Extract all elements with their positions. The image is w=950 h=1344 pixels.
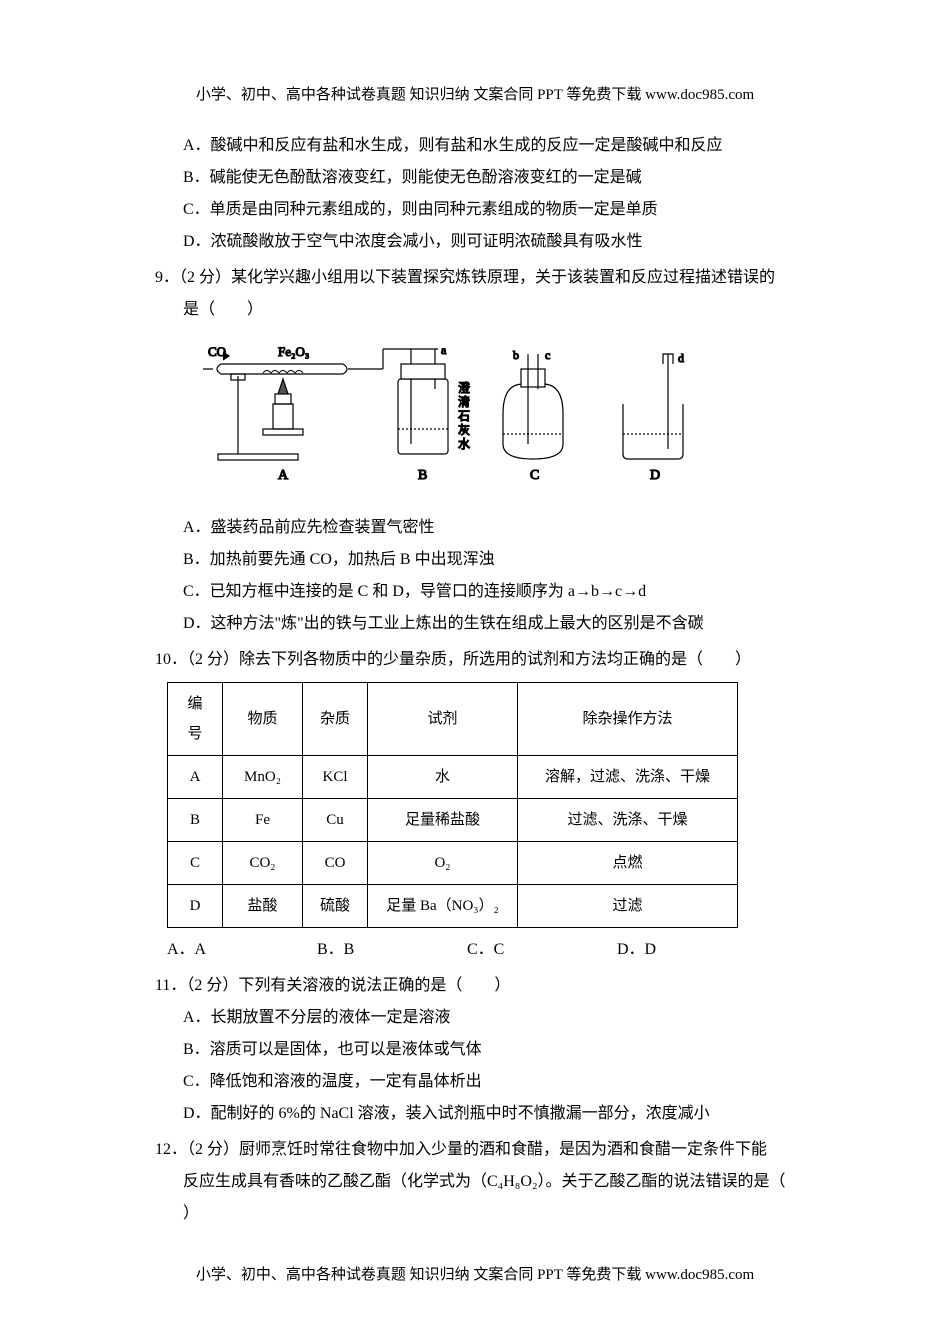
q10-choice-b: B．B	[317, 934, 467, 966]
label-b-port: b	[513, 348, 519, 362]
col-id: 编号	[168, 683, 223, 756]
col-reagent: 试剂	[368, 683, 518, 756]
q9-option-c: C．已知方框中连接的是 C 和 D，导管口的连接顺序为 a→b→c→d	[155, 576, 795, 608]
q9-option-d: D．这种方法"炼"出的铁与工业上炼出的生铁在组成上最大的区别是不含碳	[155, 608, 795, 640]
q12-stem-line1: 12．（2 分）厨师烹饪时常往食物中加入少量的酒和食醋，是因为酒和食醋一定条件下…	[155, 1134, 795, 1166]
q12: 12．（2 分）厨师烹饪时常往食物中加入少量的酒和食醋，是因为酒和食醋一定条件下…	[155, 1134, 795, 1230]
q11-option-c: C．降低饱和溶液的温度，一定有晶体析出	[155, 1066, 795, 1098]
label-B: B	[418, 468, 427, 483]
q12-stem-line3: ）	[155, 1198, 795, 1230]
q10-choice-a: A．A	[167, 934, 317, 966]
q12-stem-line2: 反应生成具有香味的乙酸乙酯（化学式为（C₄H₈O₂）。关于乙酸乙酯的说法错误的是…	[155, 1166, 795, 1198]
q10-stem: 10．（2 分）除去下列各物质中的少量杂质，所选用的试剂和方法均正确的是（ ）	[155, 644, 795, 676]
label-D: D	[650, 468, 660, 483]
q11-option-d: D．配制好的 6%的 NaCl 溶液，装入试剂瓶中时不慎撒漏一部分，浓度减小	[155, 1098, 795, 1130]
q10: 10．（2 分）除去下列各物质中的少量杂质，所选用的试剂和方法均正确的是（ ） …	[155, 644, 795, 966]
q9-stem-line1: 9．（2 分）某化学兴趣小组用以下装置探究炼铁原理，关于该装置和反应过程描述错误…	[155, 262, 795, 294]
q9-option-a: A．盛装药品前应先检查装置气密性	[155, 512, 795, 544]
q11-stem: 11．（2 分）下列有关溶液的说法正确的是（ ）	[155, 970, 795, 1002]
q11-option-a: A．长期放置不分层的液体一定是溶液	[155, 1002, 795, 1034]
table-row: A MnO₂ KCl 水 溶解，过滤、洗涤、干燥	[168, 756, 738, 799]
q9: 9．（2 分）某化学兴趣小组用以下装置探究炼铁原理，关于该装置和反应过程描述错误…	[155, 262, 795, 640]
svg-text:石: 石	[458, 409, 470, 423]
table-header-row: 编号 物质 杂质 试剂 除杂操作方法	[168, 683, 738, 756]
q8-option-a: A．酸碱中和反应有盐和水生成，则有盐和水生成的反应一定是酸碱中和反应	[155, 130, 795, 162]
svg-text:水: 水	[458, 437, 470, 451]
table-row: D 盐酸 硫酸 足量 Ba（NO₃）₂ 过滤	[168, 885, 738, 928]
page-footer: 小学、初中、高中各种试卷真题 知识归纳 文案合同 PPT 等免费下载 www.d…	[155, 1260, 795, 1290]
col-method: 除杂操作方法	[518, 683, 738, 756]
q9-stem-line2: 是（ ）	[155, 294, 795, 326]
table-row: B Fe Cu 足量稀盐酸 过滤、洗涤、干燥	[168, 799, 738, 842]
q11-option-b: B．溶质可以是固体，也可以是液体或气体	[155, 1034, 795, 1066]
label-d-port: d	[678, 351, 684, 365]
svg-text:灰: 灰	[458, 423, 470, 437]
label-bottle-b: 澄	[458, 380, 470, 395]
label-a: a	[441, 343, 447, 357]
q9-apparatus-diagram: CO Fe₂O₃ A a	[183, 334, 723, 504]
q11: 11．（2 分）下列有关溶液的说法正确的是（ ） A．长期放置不分层的液体一定是…	[155, 970, 795, 1130]
label-C: C	[530, 468, 539, 483]
col-substance: 物质	[223, 683, 303, 756]
col-impurity: 杂质	[303, 683, 368, 756]
q10-choices: A．A B．B C．C D．D	[155, 934, 795, 966]
label-A: A	[278, 468, 289, 483]
svg-text:清: 清	[458, 395, 470, 409]
page-header: 小学、初中、高中各种试卷真题 知识归纳 文案合同 PPT 等免费下载 www.d…	[155, 80, 795, 110]
q8-option-b: B．碱能使无色酚酞溶液变红，则能使无色酚溶液变红的一定是碱	[155, 162, 795, 194]
q8-option-d: D．浓硫酸敞放于空气中浓度会减小，则可证明浓硫酸具有吸水性	[155, 226, 795, 258]
label-fe2o3: Fe₂O₃	[278, 344, 309, 359]
q10-table: 编号 物质 杂质 试剂 除杂操作方法 A MnO₂ KCl 水 溶解，过滤、洗涤…	[167, 682, 738, 928]
label-c-port: c	[545, 348, 550, 362]
q8-option-c: C．单质是由同种元素组成的，则由同种元素组成的物质一定是单质	[155, 194, 795, 226]
q10-choice-d: D．D	[617, 934, 767, 966]
q10-choice-c: C．C	[467, 934, 617, 966]
table-row: C CO₂ CO O₂ 点燃	[168, 842, 738, 885]
q9-option-b: B．加热前要先通 CO，加热后 B 中出现浑浊	[155, 544, 795, 576]
